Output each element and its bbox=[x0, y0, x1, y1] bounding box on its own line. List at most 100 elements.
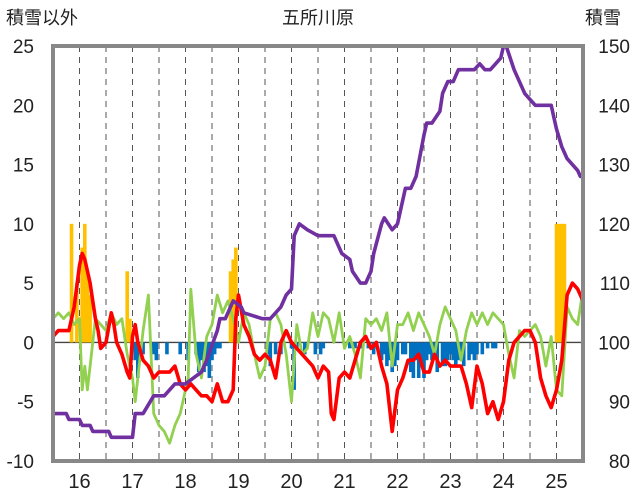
bar-blue bbox=[459, 342, 463, 355]
bar-blue bbox=[199, 342, 204, 361]
series-line-purple bbox=[51, 44, 585, 440]
bar-blue bbox=[472, 342, 477, 361]
bar-orange bbox=[234, 247, 238, 343]
x-tick-label: 20 bbox=[280, 471, 302, 493]
bar-blue bbox=[379, 342, 384, 361]
bar-orange bbox=[560, 223, 564, 343]
bar-blue bbox=[178, 342, 182, 355]
bar-blue bbox=[443, 342, 447, 367]
right-tick-label: 120 bbox=[598, 215, 630, 236]
bar-orange bbox=[83, 223, 87, 343]
bar-blue bbox=[289, 342, 294, 349]
right-tick-label: 130 bbox=[598, 156, 630, 177]
bar-blue bbox=[207, 342, 212, 378]
left-tick-label: 25 bbox=[13, 37, 34, 58]
bar-orange bbox=[75, 283, 79, 343]
right-axis-label: 積雪 bbox=[585, 8, 621, 29]
right-tick-label: 110 bbox=[600, 274, 630, 295]
left-tick-label: 20 bbox=[13, 96, 34, 117]
bar-blue bbox=[408, 342, 413, 373]
bar-blue bbox=[273, 342, 278, 355]
left-tick-labels: 25 20 15 10 5 0 -5 -10 bbox=[7, 37, 34, 473]
right-tick-labels: 150 140 130 120 110 100 90 80 bbox=[598, 37, 630, 473]
bar-blue bbox=[348, 342, 352, 349]
left-tick-label: 5 bbox=[23, 274, 34, 295]
bar-blue bbox=[440, 342, 445, 367]
bar-blue bbox=[395, 342, 400, 361]
bar-blue bbox=[430, 342, 434, 361]
bar-blue bbox=[414, 342, 418, 361]
x-tick-label: 25 bbox=[545, 471, 567, 493]
bar-blue bbox=[419, 342, 424, 367]
series-line-green bbox=[51, 287, 585, 445]
bar-blue bbox=[401, 342, 405, 355]
bar-blue bbox=[165, 342, 169, 355]
bar-orange bbox=[562, 223, 567, 343]
bar-blue bbox=[353, 342, 357, 349]
x-tick-label: 17 bbox=[121, 471, 143, 493]
right-tick-label: 150 bbox=[598, 37, 630, 58]
bar-blue bbox=[493, 342, 498, 349]
bar-blue bbox=[212, 342, 217, 355]
bar-blue bbox=[133, 342, 137, 361]
bar-blue bbox=[480, 342, 485, 355]
bar-blue bbox=[424, 342, 429, 361]
bar-blue bbox=[136, 342, 140, 378]
bar-blue bbox=[371, 342, 376, 355]
bar-blue bbox=[469, 342, 474, 355]
bar-blue bbox=[446, 342, 450, 361]
x-tick-label: 16 bbox=[68, 471, 90, 493]
x-tick-label: 24 bbox=[492, 471, 514, 493]
bar-blue bbox=[451, 342, 455, 361]
x-tick-label: 23 bbox=[439, 471, 461, 493]
bar-orange bbox=[554, 223, 559, 343]
bar-orange bbox=[88, 295, 92, 343]
bar-blue bbox=[318, 342, 323, 355]
bar-blue bbox=[268, 342, 273, 367]
bar-orange bbox=[69, 223, 74, 343]
axes bbox=[51, 44, 585, 463]
left-tick-label: -5 bbox=[17, 393, 34, 414]
bar-blue bbox=[295, 342, 299, 349]
bar-blue bbox=[448, 342, 453, 355]
bar-blue bbox=[385, 342, 389, 367]
bar-blue bbox=[210, 342, 214, 361]
bar-blue bbox=[204, 342, 209, 367]
x-tick-label: 21 bbox=[333, 471, 355, 493]
bar-blue bbox=[485, 342, 490, 349]
series-line-red bbox=[51, 251, 585, 434]
bar-blue bbox=[467, 342, 471, 361]
bar-orange bbox=[128, 318, 132, 343]
bar-blue bbox=[313, 342, 318, 355]
chart-title: 五所川原 bbox=[282, 8, 354, 29]
bar-blue bbox=[196, 342, 201, 373]
x-tick-label: 19 bbox=[227, 471, 249, 493]
right-tick-label: 100 bbox=[598, 333, 630, 354]
series-lines bbox=[51, 44, 585, 445]
bar-blue bbox=[454, 342, 458, 367]
left-tick-label: 0 bbox=[23, 333, 34, 354]
x-tick-label: 18 bbox=[174, 471, 196, 493]
left-axis-label: 積雪以外 bbox=[6, 8, 78, 29]
right-tick-label: 90 bbox=[609, 393, 630, 414]
left-tick-label: -10 bbox=[7, 452, 34, 473]
left-tick-label: 10 bbox=[13, 215, 34, 236]
right-tick-label: 140 bbox=[598, 96, 630, 117]
bar-blue bbox=[491, 342, 495, 349]
plot-frame bbox=[51, 44, 585, 463]
bar-blue bbox=[403, 342, 408, 355]
bar-blue bbox=[427, 342, 432, 355]
bar-blue bbox=[475, 342, 479, 355]
bar-blue bbox=[218, 342, 222, 349]
bar-orange bbox=[85, 271, 90, 343]
left-tick-label: 15 bbox=[13, 156, 34, 177]
x-tick-label: 22 bbox=[386, 471, 408, 493]
bar-blue bbox=[151, 342, 156, 355]
right-tick-label: 80 bbox=[609, 452, 630, 473]
bar-blue bbox=[461, 342, 466, 367]
bar-orange bbox=[80, 247, 84, 343]
bar-blue bbox=[215, 342, 220, 349]
x-tick-labels: 16 17 18 19 20 21 22 23 24 25 bbox=[68, 471, 567, 493]
bar-blue bbox=[321, 342, 326, 349]
